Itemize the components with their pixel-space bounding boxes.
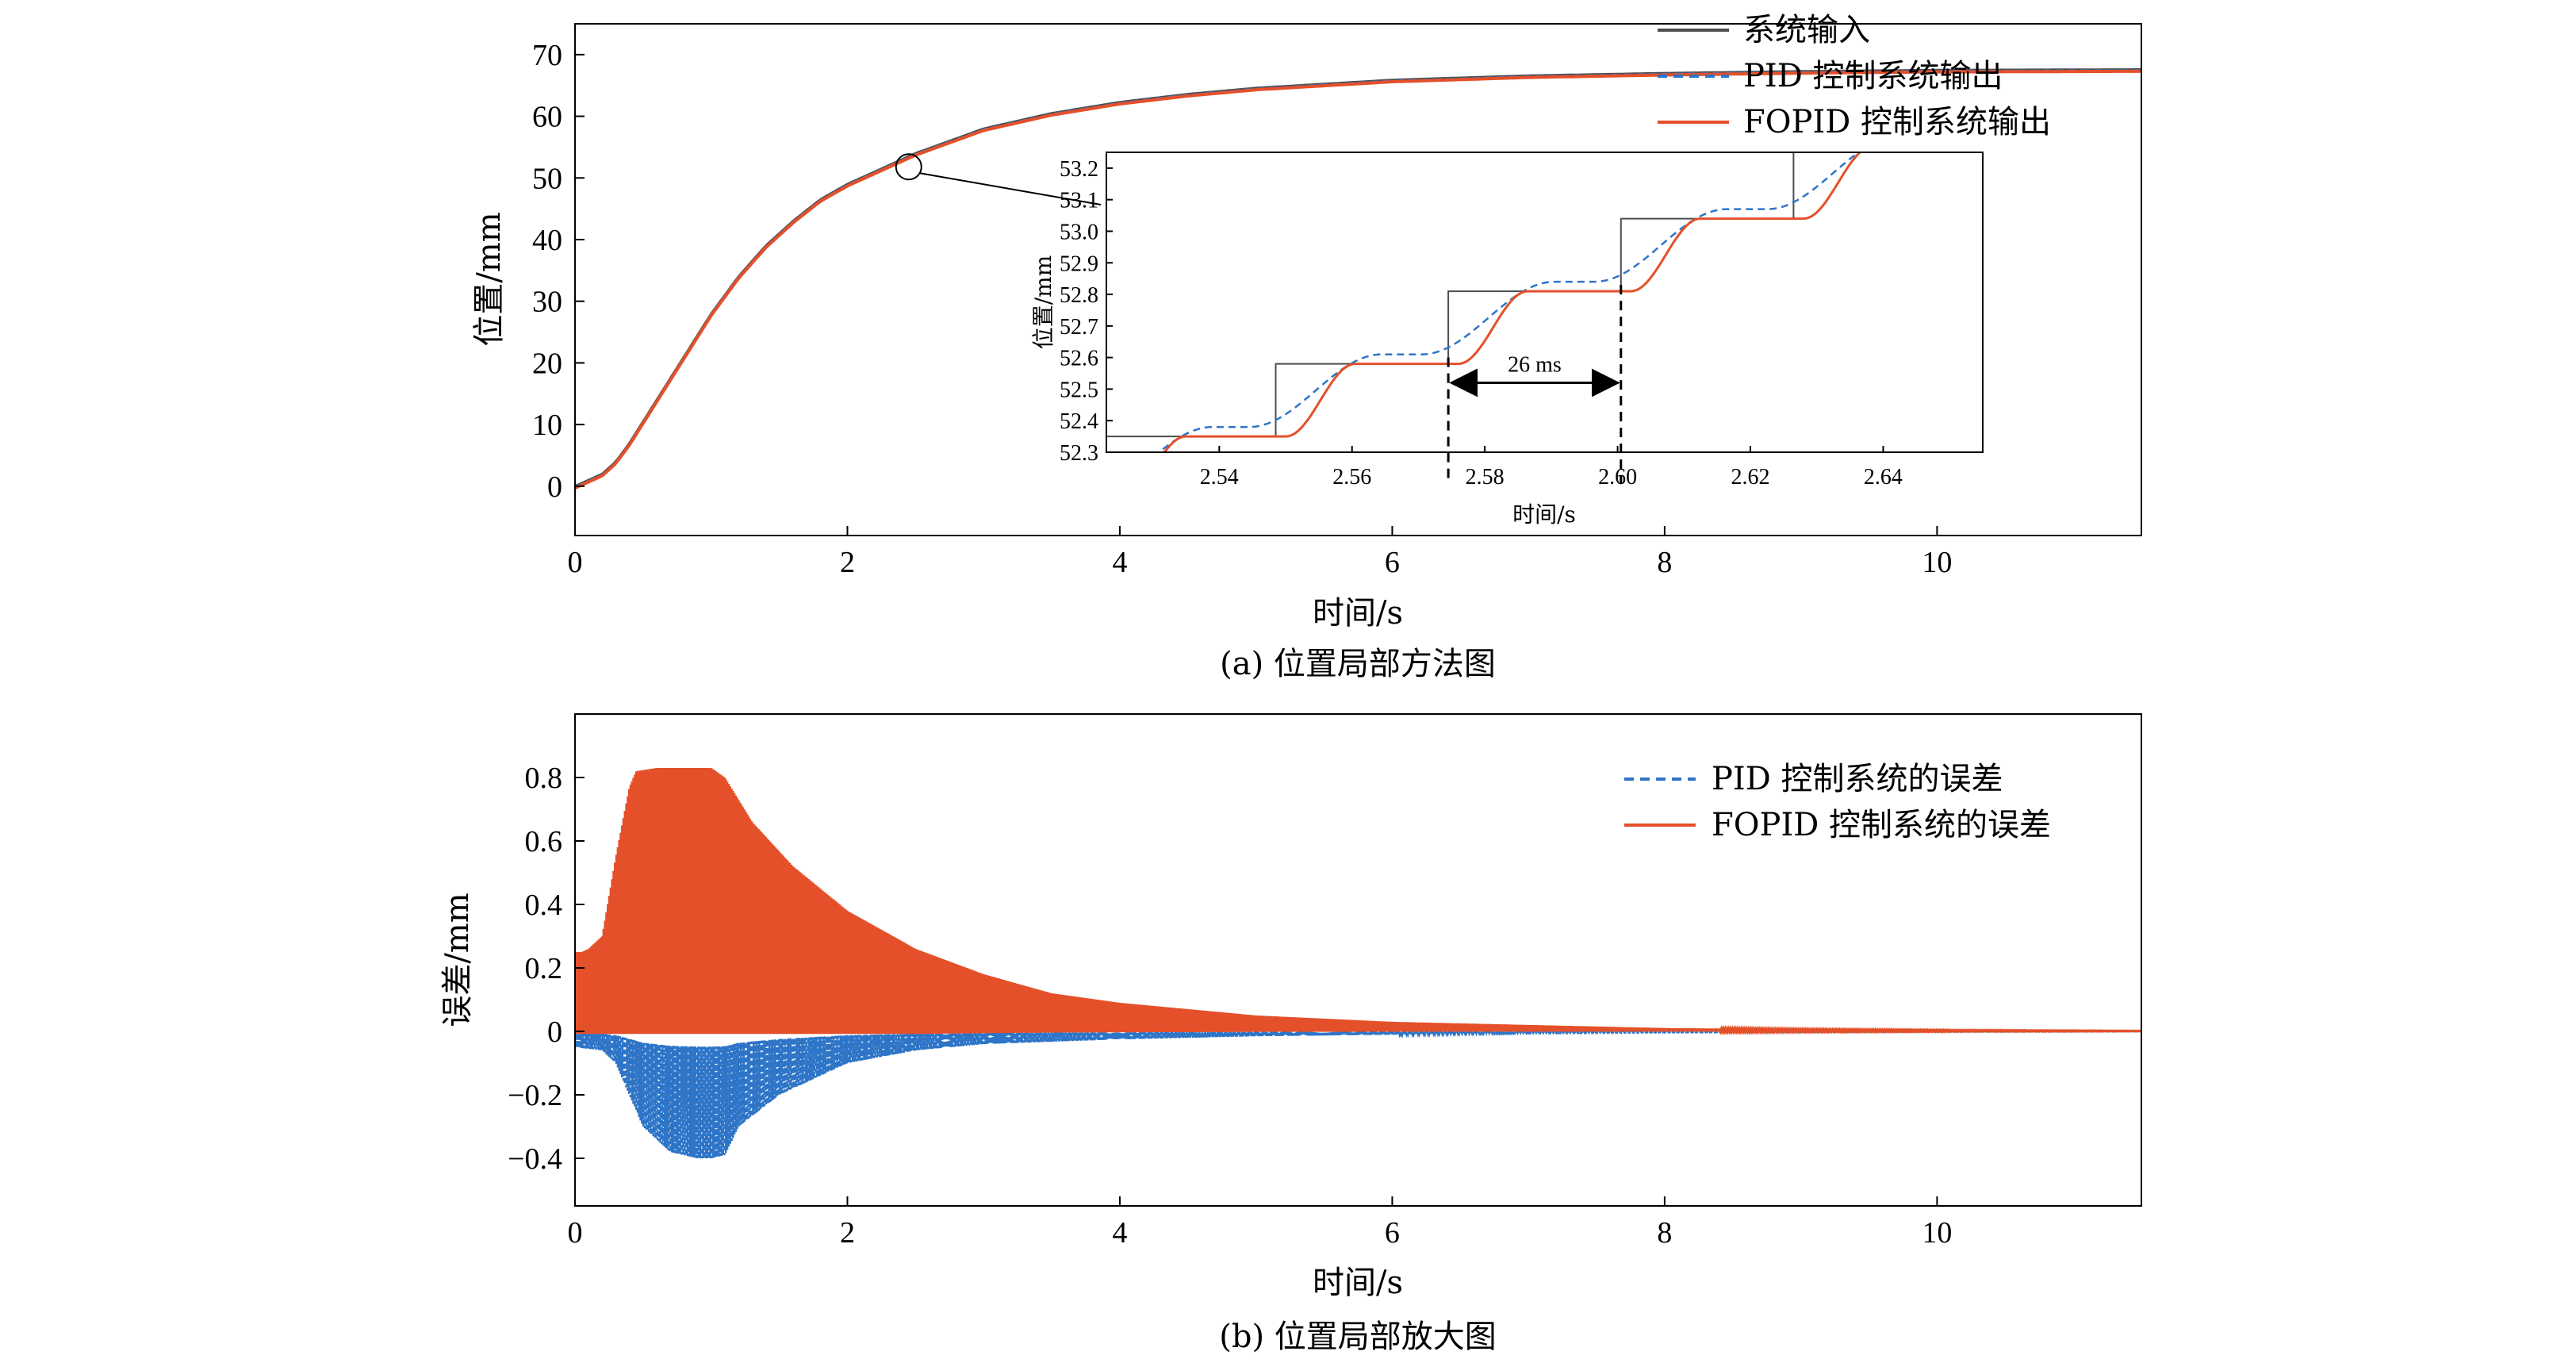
panel-a-y-ticks: 0 10 20 30 40 50 60 70: [532, 39, 585, 504]
panel-b-y-ticks: −0.4 −0.2 0 0.2 0.4 0.6 0.8: [508, 762, 585, 1176]
inset-y-tick-label: 52.4: [1060, 409, 1098, 434]
inset-y-tick-label: 53.2: [1060, 157, 1098, 182]
panel-a-x-tick-label: 6: [1385, 546, 1400, 579]
legend-label-fopid-error: FOPID 控制系统的误差: [1712, 807, 2051, 843]
legend-label-fopid: FOPID 控制系统输出: [1743, 104, 2051, 140]
panel-a-y-tick-label: 30: [532, 286, 562, 319]
panel-a-y-tick-label: 60: [532, 101, 562, 134]
panel-b-y-label: 误差/mm: [439, 893, 476, 1027]
inset-x-tick-label: 2.60: [1598, 465, 1637, 490]
panel-a-x-ticks: 0 2 4 6 8 10: [568, 526, 1952, 579]
inset-x-tick-label: 2.58: [1466, 465, 1505, 490]
inset-x-tick-label: 2.56: [1332, 465, 1371, 490]
panel-a-x-tick-label: 2: [840, 546, 855, 579]
panel-a-y-tick-label: 10: [532, 409, 562, 442]
panel-a-y-label: 位置/mm: [471, 212, 508, 346]
inset-y-tick-label: 53.1: [1060, 189, 1098, 213]
inset-chart: 2.54 2.56 2.58 2.60 2.62 2.64 52.352.452.552.…: [1030, 152, 1984, 528]
panel-b-y-tick-label: 0.2: [525, 952, 563, 985]
panel-a-x-tick-label: 0: [568, 546, 583, 579]
inset-background: [1106, 152, 1983, 452]
inset-x-label: 时间/s: [1512, 501, 1576, 528]
panel-a-legend: 系统输入 PID 控制系统输出 FOPID 控制系统输出: [1658, 12, 2051, 140]
inset-y-ticks: 52.3 52.4 52.5 52.6 52.7 52.8 52.9 53.0 53.1 53.2: [1060, 157, 1113, 466]
panel-a-caption: (a) 位置局部方法图: [1220, 646, 1496, 682]
panel-a-y-tick-label: 0: [547, 470, 562, 504]
inset-x-tick-label: 2.62: [1731, 465, 1770, 490]
inset-y-tick-label: 52.8: [1060, 283, 1098, 308]
panel-b-y-tick-label: 0.6: [525, 825, 563, 858]
panel-b-caption: (b) 位置局部放大图: [1219, 1319, 1497, 1355]
panel-a-x-label: 时间/s: [1313, 595, 1403, 632]
panel-b-x-ticks: 0 2 4 6 8 10: [568, 1196, 1952, 1250]
panel-b-frame: [574, 713, 2142, 1207]
inset-y-tick-label: 52.3: [1060, 441, 1098, 466]
panel-a-plot: [574, 68, 2142, 490]
inset-series-fopid-line: [1163, 152, 1862, 452]
inset-annotation: 26 ms: [1447, 285, 1623, 484]
panel-b-x-tick-label: 0: [568, 1216, 583, 1250]
panel-b-plot: [575, 767, 2141, 1159]
panel-b-x-tick-label: 8: [1657, 1216, 1672, 1250]
inset-y-label: 位置/mm: [1030, 255, 1056, 350]
annotation-label: 26 ms: [1508, 352, 1562, 377]
panel-b-x-tick-label: 10: [1922, 1216, 1952, 1250]
panel-b-y-tick-label: 0: [547, 1016, 562, 1049]
panel-a-y-tick-label: 70: [532, 39, 562, 72]
panel-a-frame: [574, 23, 2142, 536]
inset-y-tick-label: 52.5: [1060, 378, 1098, 402]
panel-a-y-tick-label: 20: [532, 347, 562, 380]
panel-b-x-tick-label: 4: [1112, 1216, 1127, 1250]
zoom-connector-line: [919, 172, 1102, 205]
panel-b-x-tick-label: 2: [840, 1216, 855, 1250]
panel-b-x-label: 时间/s: [1313, 1265, 1403, 1301]
panel-b-y-tick-label: −0.2: [508, 1079, 562, 1112]
inset-x-tick-label: 2.54: [1200, 465, 1239, 490]
inset-y-tick-label: 52.6: [1060, 347, 1098, 371]
panel-a-x-tick-label: 4: [1112, 546, 1127, 579]
panel-b-x-tick-label: 6: [1385, 1216, 1400, 1250]
panel-a-x-tick-label: 10: [1922, 546, 1952, 579]
series-fopid-error-line: [575, 767, 2141, 1036]
panel-a-y-tick-label: 50: [532, 162, 562, 195]
inset-x-ticks: 2.54 2.56 2.58 2.60 2.62 2.64: [1200, 446, 1903, 490]
panel-b-y-tick-label: 0.8: [525, 762, 563, 795]
zoom-marker-circle: [895, 153, 922, 181]
legend-label-input: 系统输入: [1743, 12, 1870, 48]
panel-b-y-tick-label: 0.4: [525, 889, 563, 922]
inset-frame: [1106, 152, 1984, 453]
legend-label-pid: PID 控制系统输出: [1743, 58, 2003, 94]
inset-plot: [1106, 152, 1862, 452]
series-pid-error-line: [575, 1027, 2141, 1159]
inset-y-tick-label: 52.9: [1060, 251, 1098, 276]
panel-a: 0 2 4 6 8 10 0 10 20 30 40 50 60 70 时间/s 位置/mm (a) 位…: [471, 12, 2142, 682]
inset-y-tick-label: 52.7: [1060, 315, 1098, 340]
panel-a-y-tick-label: 40: [532, 224, 562, 257]
series-fopid-line: [574, 69, 2142, 490]
inset-x-tick-label: 2.64: [1864, 465, 1903, 490]
panel-b-y-tick-label: −0.4: [508, 1142, 562, 1176]
inset-y-tick-label: 53.0: [1060, 220, 1098, 244]
panel-b: 0 2 4 6 8 10 −0.4 −0.2 0 0.2 0.4 0.6 0.8 时间/s 误差/mm…: [439, 713, 2142, 1355]
panel-a-x-tick-label: 8: [1657, 546, 1672, 579]
panel-b-legend: PID 控制系统的误差 FOPID 控制系统的误差: [1624, 761, 2051, 843]
legend-label-pid-error: PID 控制系统的误差: [1712, 761, 2003, 797]
inset-series-pid-line: [1157, 152, 1861, 452]
